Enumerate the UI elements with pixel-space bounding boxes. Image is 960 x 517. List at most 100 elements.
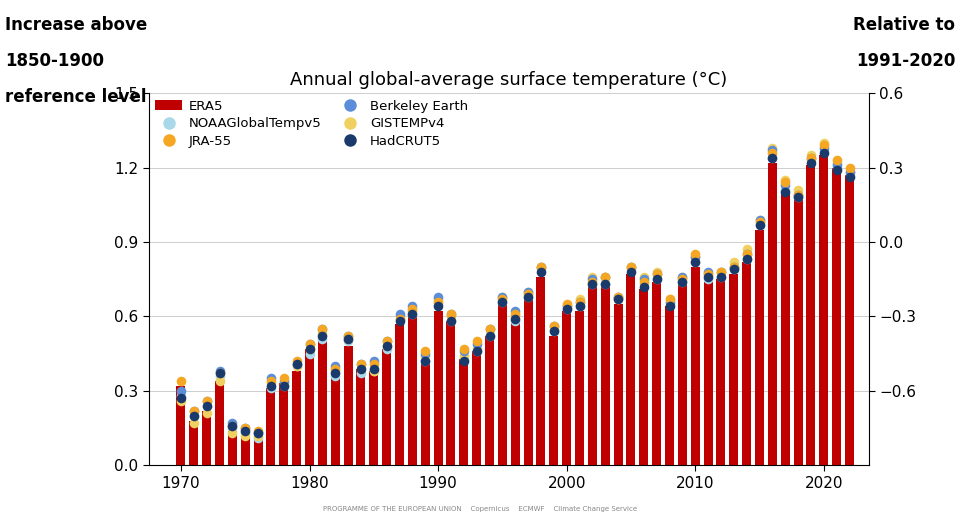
Point <box>752 216 767 224</box>
Point <box>752 216 767 224</box>
Title: Annual global-average surface temperature (°C): Annual global-average surface temperatur… <box>290 71 728 89</box>
Point <box>456 352 471 360</box>
Bar <box>575 311 584 465</box>
Bar <box>408 316 417 465</box>
Point <box>263 377 278 385</box>
Point <box>533 268 548 276</box>
Point <box>379 337 395 345</box>
Point <box>237 424 252 432</box>
Point <box>301 340 317 348</box>
Bar <box>331 373 340 465</box>
Point <box>790 193 805 202</box>
Text: Relative to: Relative to <box>853 16 955 34</box>
Point <box>418 349 433 358</box>
Point <box>842 173 857 181</box>
Point <box>482 325 497 333</box>
Point <box>276 382 292 390</box>
Point <box>520 290 536 298</box>
Point <box>225 419 240 427</box>
Point <box>829 156 845 164</box>
Text: 1991-2020: 1991-2020 <box>855 52 955 70</box>
Point <box>816 144 831 152</box>
Point <box>173 377 188 385</box>
Point <box>418 357 433 365</box>
Point <box>701 270 716 278</box>
Point <box>430 297 445 306</box>
Bar <box>203 410 211 465</box>
Point <box>713 268 729 276</box>
Bar <box>588 286 597 465</box>
Point <box>804 158 819 166</box>
Point <box>675 278 690 286</box>
Point <box>649 275 664 283</box>
Bar <box>601 284 610 465</box>
Point <box>469 340 485 348</box>
Point <box>353 369 369 377</box>
Point <box>315 332 330 340</box>
Point <box>186 419 202 427</box>
Point <box>739 250 755 258</box>
Point <box>611 293 626 301</box>
Bar <box>253 435 263 465</box>
Point <box>661 295 677 303</box>
Point <box>494 297 510 306</box>
Bar <box>228 431 237 465</box>
Point <box>520 287 536 296</box>
Bar <box>459 359 468 465</box>
Point <box>765 148 780 157</box>
Point <box>636 275 652 283</box>
Point <box>701 272 716 281</box>
Point <box>636 280 652 288</box>
Point <box>405 307 420 315</box>
Point <box>469 347 485 355</box>
Bar <box>716 279 726 465</box>
Point <box>675 275 690 283</box>
Point <box>212 372 228 380</box>
Point <box>469 344 485 353</box>
Bar <box>678 284 686 465</box>
Point <box>585 280 600 288</box>
Point <box>212 377 228 385</box>
Point <box>842 169 857 177</box>
Point <box>804 154 819 162</box>
Point <box>585 278 600 286</box>
Point <box>494 293 510 301</box>
Point <box>405 305 420 313</box>
Point <box>301 349 317 358</box>
Bar <box>652 282 661 465</box>
Point <box>649 270 664 278</box>
Point <box>611 295 626 303</box>
Point <box>597 272 612 281</box>
Point <box>430 295 445 303</box>
Point <box>392 315 407 323</box>
Point <box>739 255 755 264</box>
Point <box>790 191 805 199</box>
Point <box>508 315 523 323</box>
Point <box>713 272 729 281</box>
Point <box>559 302 574 311</box>
Point <box>661 300 677 308</box>
Point <box>829 166 845 174</box>
Point <box>701 275 716 283</box>
Point <box>778 186 793 194</box>
Point <box>366 367 381 375</box>
Point <box>251 434 266 442</box>
Point <box>263 379 278 388</box>
Bar <box>704 282 712 465</box>
Point <box>636 278 652 286</box>
Point <box>559 305 574 313</box>
Point <box>623 263 638 271</box>
Point <box>687 257 703 266</box>
Bar <box>305 348 314 465</box>
Point <box>508 310 523 318</box>
Point <box>611 295 626 303</box>
Point <box>636 282 652 291</box>
Point <box>829 161 845 169</box>
Bar <box>665 307 674 465</box>
Point <box>263 374 278 383</box>
Point <box>713 268 729 276</box>
Point <box>533 263 548 271</box>
Point <box>430 300 445 308</box>
Point <box>289 359 304 368</box>
Bar <box>344 346 352 465</box>
